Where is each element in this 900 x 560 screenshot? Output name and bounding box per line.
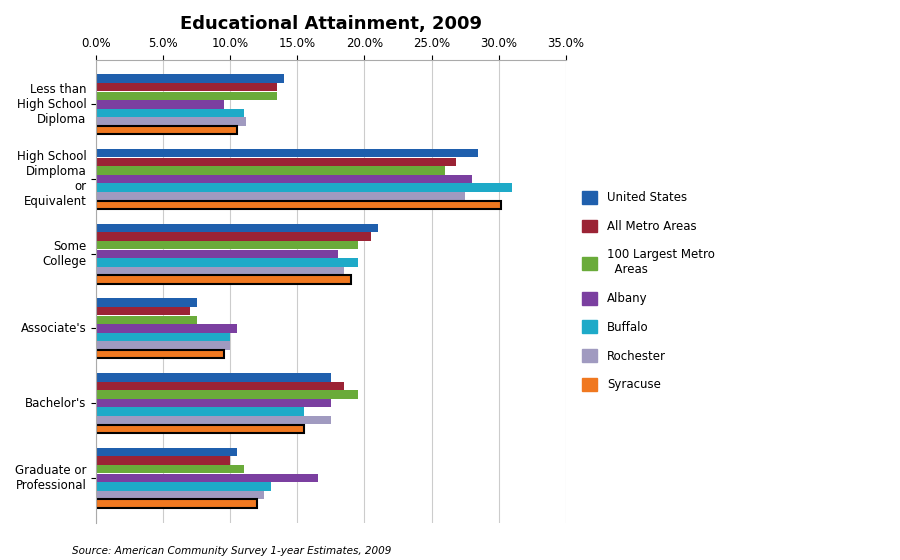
Text: Source: American Community Survey 1-year Estimates, 2009: Source: American Community Survey 1-year… [72,547,392,557]
Bar [96,149,479,157]
Bar [96,184,512,192]
Bar [96,324,237,333]
Bar [96,232,371,241]
Bar [96,465,244,473]
Bar [96,166,445,175]
Bar [96,456,230,465]
Bar [96,482,271,491]
Legend: United States, All Metro Areas, 100 Largest Metro
  Areas, Albany, Buffalo, Roch: United States, All Metro Areas, 100 Larg… [576,185,721,397]
Bar [96,350,223,358]
Bar [96,316,197,324]
Bar [96,92,277,100]
Bar [96,200,501,209]
Bar [96,175,472,183]
Bar [96,408,304,416]
Bar [96,250,338,258]
Bar [96,258,358,267]
Bar [96,118,247,126]
Bar [96,399,331,407]
Bar [96,109,244,117]
Bar [96,416,331,424]
Bar [96,241,358,249]
Bar [96,74,284,83]
Bar [96,126,237,134]
Bar [96,491,264,499]
Title: Educational Attainment, 2009: Educational Attainment, 2009 [180,15,482,33]
Bar [96,158,455,166]
Bar [96,224,378,232]
Bar [96,83,277,91]
Bar [96,267,345,275]
Bar [96,276,351,284]
Bar [96,342,230,350]
Bar [96,100,223,109]
Bar [96,390,358,399]
Bar [96,192,465,200]
Bar [96,448,237,456]
Bar [96,474,318,482]
Bar [96,424,304,433]
Bar [96,500,257,508]
Bar [96,298,197,307]
Bar [96,373,331,381]
Bar [96,333,230,341]
Bar [96,382,345,390]
Bar [96,307,190,315]
